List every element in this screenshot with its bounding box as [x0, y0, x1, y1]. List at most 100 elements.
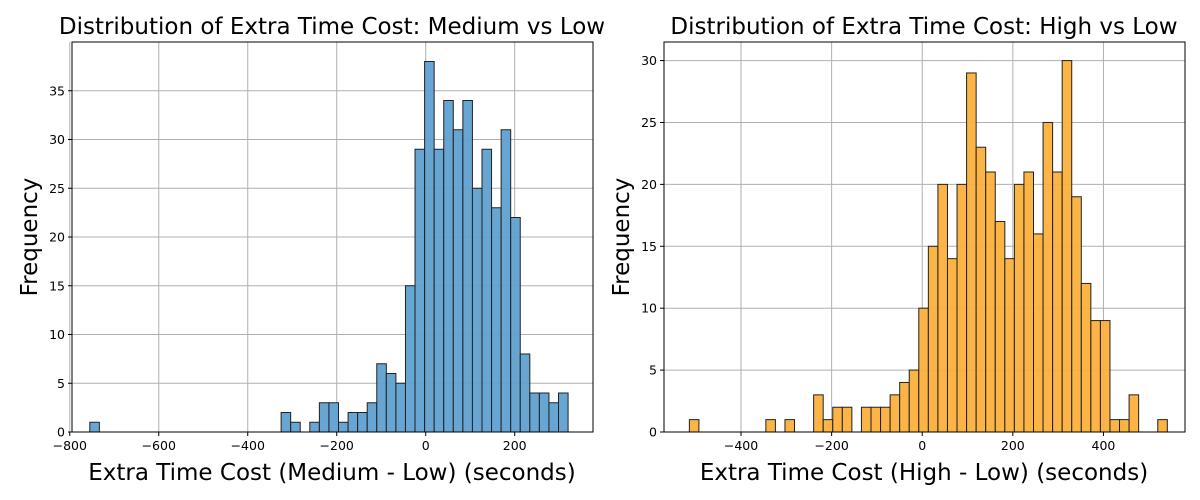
y-tick-label: 25	[49, 181, 65, 196]
histogram-bar	[433, 148, 445, 433]
histogram-bar	[822, 419, 834, 433]
histogram-bar	[491, 207, 502, 433]
y-axis-label: Frequency	[609, 178, 635, 297]
x-tick-label: −800	[53, 438, 87, 453]
histogram-bar	[519, 353, 531, 433]
y-axis-label: Frequency	[17, 178, 43, 297]
histogram-bar	[1023, 171, 1035, 433]
chart-medium-vs-low: −800 −600 −400 −200 0 200 0 5 10 15 20 25 30 35 Distr…	[17, 14, 605, 486]
y-tick-label: 15	[49, 278, 65, 293]
histogram-bar	[765, 419, 776, 433]
x-tick-label: −600	[142, 438, 176, 453]
histogram-bar	[558, 392, 569, 433]
histogram-bar	[1042, 121, 1054, 433]
y-tick-label: 15	[641, 239, 657, 254]
histogram-bar	[985, 171, 996, 433]
histogram-bar	[1157, 419, 1168, 433]
histogram-bar	[500, 129, 512, 433]
histogram-bar	[1033, 233, 1044, 433]
histogram-bar	[1109, 419, 1121, 433]
y-tick-label: 0	[57, 425, 65, 440]
histogram-bar	[395, 382, 406, 433]
y-tick-label: 5	[57, 376, 65, 391]
histogram-bar	[870, 406, 882, 433]
histogram-bar	[328, 402, 340, 433]
histogram-bar	[1080, 282, 1092, 433]
histogram-bar	[841, 406, 853, 433]
histogram-bar	[471, 187, 483, 433]
histogram-bar	[937, 183, 948, 433]
histogram-bar	[481, 148, 493, 433]
histogram-bar	[318, 402, 330, 433]
histogram-bar	[889, 394, 901, 433]
histogram-bar	[338, 421, 349, 433]
histogram-bar	[385, 373, 397, 433]
x-tick-label: −200	[814, 438, 848, 453]
histogram-bar	[290, 421, 301, 433]
histogram-bar	[529, 392, 540, 433]
histogram-bar	[1004, 258, 1015, 433]
x-tick-label: −400	[231, 438, 265, 453]
histogram-bar	[347, 412, 359, 433]
histogram-bar	[376, 363, 387, 433]
histogram-bar	[452, 129, 464, 433]
histogram-bar	[357, 412, 368, 433]
histogram-bar	[994, 221, 1006, 433]
histogram-bar	[309, 421, 320, 433]
histogram-bar	[946, 258, 958, 433]
histogram-bar	[832, 406, 843, 433]
histogram-bar	[1052, 171, 1063, 433]
histogram-bar	[1061, 60, 1073, 433]
histogram-bar	[1071, 196, 1082, 433]
histogram-bar	[1090, 320, 1101, 433]
histogram-bar	[510, 217, 521, 433]
chart-high-vs-low: −400 −200 0 200 400 0 5 10 15 20 25 30 Distribution…	[609, 14, 1186, 486]
histogram-bar	[404, 285, 416, 433]
plot-frame	[663, 41, 1186, 433]
x-axis-label: Extra Time Cost (Medium - Low) (seconds)	[88, 460, 575, 486]
histogram-bar	[966, 72, 977, 433]
histogram-bar	[880, 406, 891, 433]
x-tick-label: 200	[1001, 438, 1025, 453]
y-tick-label: 30	[49, 132, 65, 147]
y-tick-label: 20	[641, 177, 657, 192]
histogram-bar	[784, 419, 796, 433]
x-tick-label: 0	[918, 438, 926, 453]
histogram-bar	[443, 100, 454, 433]
histogram-bar	[813, 394, 824, 433]
histogram-bar	[918, 307, 929, 433]
y-tick-label: 20	[49, 230, 65, 245]
histogram-bar	[548, 402, 560, 433]
y-tick-label: 25	[641, 115, 657, 130]
x-tick-label: 400	[1092, 438, 1116, 453]
y-tick-label: 35	[49, 83, 65, 98]
y-tick-label: 10	[49, 327, 65, 342]
histogram-bar	[538, 392, 550, 433]
chart-title: Distribution of Extra Time Cost: High vs…	[670, 14, 1177, 40]
histogram-bar	[927, 245, 939, 433]
histogram-bar	[1013, 183, 1025, 433]
y-tick-label: 30	[641, 53, 657, 68]
x-tick-label: −400	[724, 438, 758, 453]
histogram-bar	[366, 402, 378, 433]
histogram-bar	[1128, 394, 1140, 433]
histogram-bar	[1119, 419, 1130, 433]
histogram-bar	[975, 146, 987, 433]
histogram-bar	[688, 419, 700, 433]
x-tick-label: −200	[320, 438, 354, 453]
y-tick-label: 0	[649, 425, 657, 440]
histogram-bar	[89, 421, 100, 433]
histogram-bar	[899, 381, 910, 433]
histogram-bar	[1099, 320, 1111, 433]
x-tick-label: 200	[503, 438, 527, 453]
y-tick-label: 5	[649, 363, 657, 378]
histogram-bar	[956, 183, 968, 433]
y-tick-label: 10	[641, 301, 657, 316]
chart-title: Distribution of Extra Time Cost: Medium …	[59, 14, 605, 40]
histogram-bar	[280, 412, 292, 433]
histogram-bar	[424, 61, 435, 433]
histogram-bar	[414, 148, 426, 433]
histogram-bar	[462, 100, 473, 433]
x-tick-label: 0	[422, 438, 430, 453]
